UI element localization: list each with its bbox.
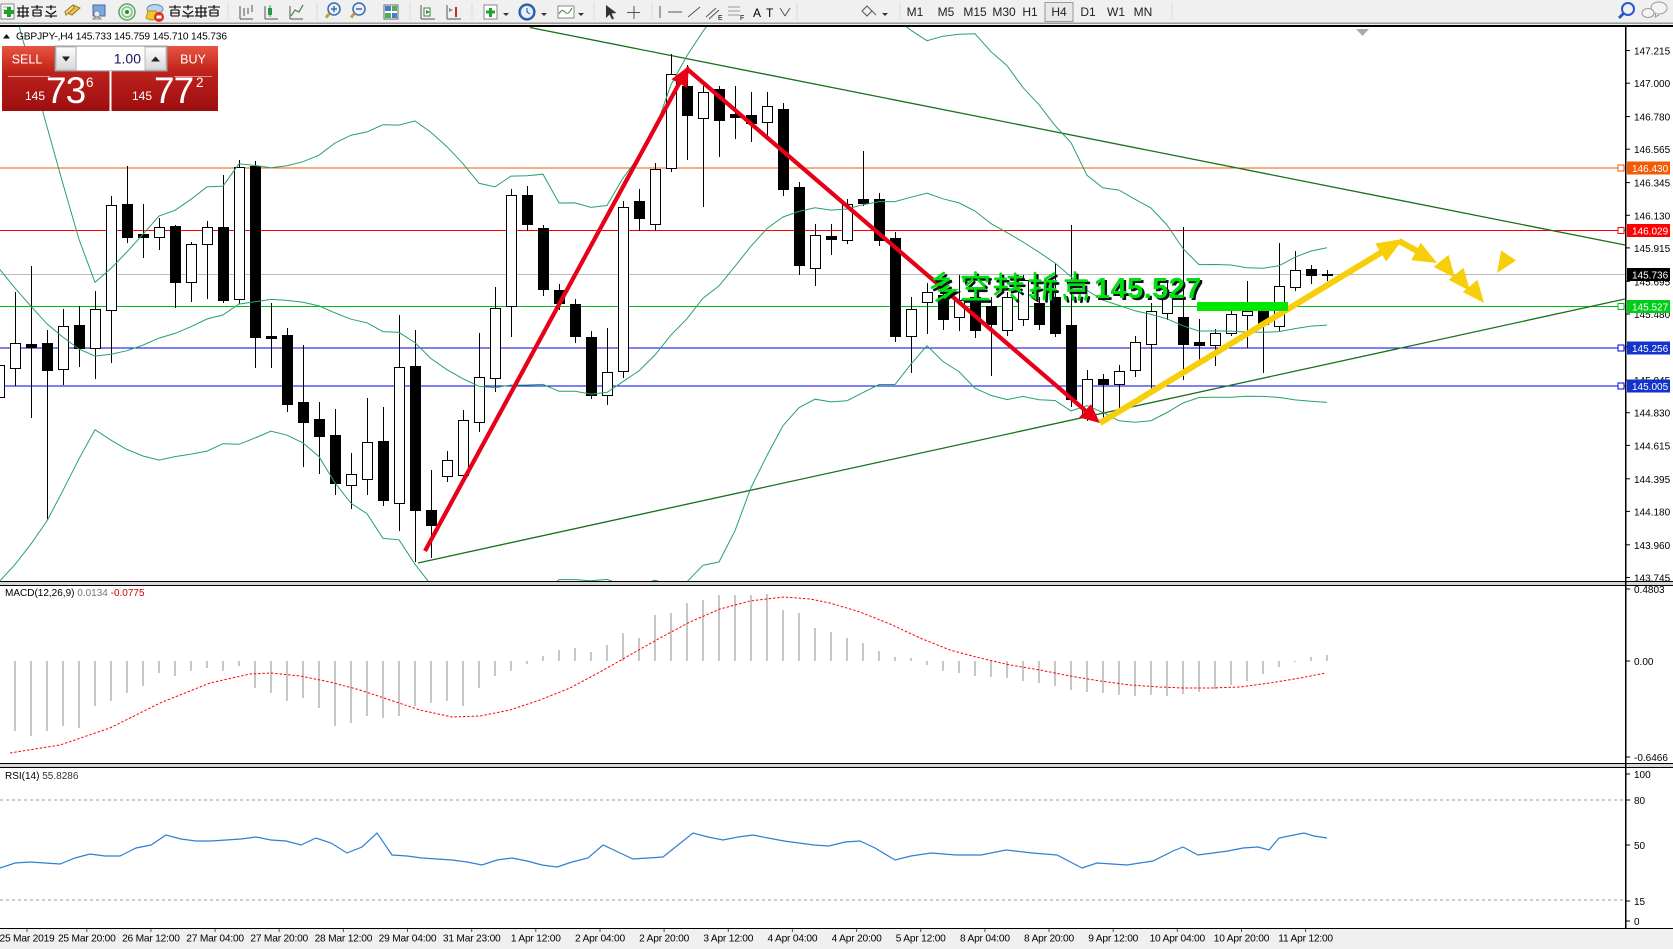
- svg-text:2: 2: [196, 75, 204, 90]
- svg-text:MN: MN: [1134, 5, 1153, 19]
- svg-text:4 Apr 20:00: 4 Apr 20:00: [832, 934, 882, 945]
- svg-text:M15: M15: [963, 5, 987, 19]
- svg-text:145.527: 145.527: [1094, 273, 1202, 305]
- svg-text:15: 15: [1634, 897, 1646, 908]
- svg-text:73: 73: [46, 70, 85, 111]
- svg-text:E: E: [718, 15, 723, 22]
- svg-text:145.527: 145.527: [1632, 302, 1669, 313]
- svg-text:25 Mar 2019: 25 Mar 2019: [0, 934, 55, 945]
- svg-text:6: 6: [86, 75, 94, 90]
- svg-text:144.180: 144.180: [1634, 507, 1671, 518]
- svg-text:8 Apr 04:00: 8 Apr 04:00: [960, 934, 1010, 945]
- svg-text:BUY: BUY: [180, 53, 206, 67]
- svg-text:31 Mar 23:00: 31 Mar 23:00: [443, 934, 501, 945]
- svg-text:145.736: 145.736: [1632, 270, 1669, 281]
- svg-text:H1: H1: [1022, 5, 1038, 19]
- svg-text:H4: H4: [1051, 5, 1067, 19]
- svg-text:MACD(12,26,9) 0.0134 -0.0775: MACD(12,26,9) 0.0134 -0.0775: [5, 588, 145, 599]
- svg-text:146.430: 146.430: [1632, 164, 1669, 175]
- svg-text:28 Mar 12:00: 28 Mar 12:00: [315, 934, 373, 945]
- svg-text:144.830: 144.830: [1634, 409, 1671, 420]
- svg-text:146.029: 146.029: [1632, 226, 1669, 237]
- svg-text:145.480: 145.480: [1634, 310, 1671, 321]
- svg-text:145: 145: [132, 89, 152, 103]
- svg-text:0.4803: 0.4803: [1634, 585, 1665, 596]
- svg-text:145.005: 145.005: [1632, 382, 1669, 393]
- svg-text:SELL: SELL: [12, 53, 43, 67]
- svg-text:144.395: 144.395: [1634, 475, 1671, 486]
- svg-text:A: A: [753, 6, 761, 20]
- svg-text:147.000: 147.000: [1634, 79, 1671, 90]
- svg-text:M30: M30: [992, 5, 1016, 19]
- svg-text:1.00: 1.00: [114, 51, 141, 67]
- svg-text:146.130: 146.130: [1634, 211, 1671, 222]
- svg-text:2 Apr 20:00: 2 Apr 20:00: [639, 934, 689, 945]
- svg-text:10 Apr 20:00: 10 Apr 20:00: [1214, 934, 1270, 945]
- svg-text:145.695: 145.695: [1634, 277, 1671, 288]
- svg-text:5 Apr 12:00: 5 Apr 12:00: [896, 934, 946, 945]
- svg-text:1 Apr 12:00: 1 Apr 12:00: [511, 934, 561, 945]
- svg-text:27 Mar 04:00: 27 Mar 04:00: [186, 934, 244, 945]
- svg-text:M5: M5: [938, 5, 955, 19]
- svg-text:-0.6466: -0.6466: [1634, 753, 1668, 764]
- svg-text:147.215: 147.215: [1634, 47, 1671, 58]
- svg-text:29 Mar 04:00: 29 Mar 04:00: [379, 934, 437, 945]
- svg-text:0.00: 0.00: [1634, 657, 1654, 668]
- svg-text:11 Apr 12:00: 11 Apr 12:00: [1278, 934, 1333, 945]
- svg-text:143.745: 143.745: [1634, 574, 1671, 585]
- svg-text:4 Apr 04:00: 4 Apr 04:00: [767, 934, 817, 945]
- svg-text:146.565: 146.565: [1634, 145, 1671, 156]
- svg-text:D1: D1: [1080, 5, 1096, 19]
- svg-text:143.960: 143.960: [1634, 541, 1671, 552]
- svg-text:50: 50: [1634, 841, 1646, 852]
- svg-text:W1: W1: [1107, 5, 1125, 19]
- svg-text:26 Mar 12:00: 26 Mar 12:00: [122, 934, 180, 945]
- svg-text:100: 100: [1634, 770, 1651, 781]
- svg-text:3 Apr 12:00: 3 Apr 12:00: [703, 934, 753, 945]
- svg-text:T: T: [766, 6, 774, 20]
- svg-text:RSI(14) 55.8286: RSI(14) 55.8286: [5, 771, 79, 782]
- svg-text:25 Mar 20:00: 25 Mar 20:00: [58, 934, 116, 945]
- svg-text:27 Mar 20:00: 27 Mar 20:00: [250, 934, 308, 945]
- svg-text:144.615: 144.615: [1634, 441, 1671, 452]
- svg-text:8 Apr 20:00: 8 Apr 20:00: [1024, 934, 1074, 945]
- svg-text:9 Apr 12:00: 9 Apr 12:00: [1088, 934, 1138, 945]
- svg-text:M1: M1: [907, 5, 924, 19]
- svg-text:145.527: 145.527: [1096, 275, 1204, 307]
- svg-text:0: 0: [1634, 917, 1640, 928]
- svg-text:146.780: 146.780: [1634, 113, 1671, 124]
- svg-text:GBPJPY-,H4 145.733 145.759 14: GBPJPY-,H4 145.733 145.759 145.710 145.7…: [16, 32, 227, 43]
- svg-text:10 Apr 04:00: 10 Apr 04:00: [1150, 934, 1206, 945]
- svg-text:80: 80: [1634, 796, 1646, 807]
- svg-text:145: 145: [25, 89, 45, 103]
- svg-text:145.256: 145.256: [1632, 344, 1669, 355]
- svg-text:77: 77: [154, 70, 193, 111]
- svg-text:145.915: 145.915: [1634, 244, 1671, 255]
- svg-text:2 Apr 04:00: 2 Apr 04:00: [575, 934, 625, 945]
- svg-text:F: F: [740, 15, 744, 22]
- svg-text:146.345: 146.345: [1634, 179, 1671, 190]
